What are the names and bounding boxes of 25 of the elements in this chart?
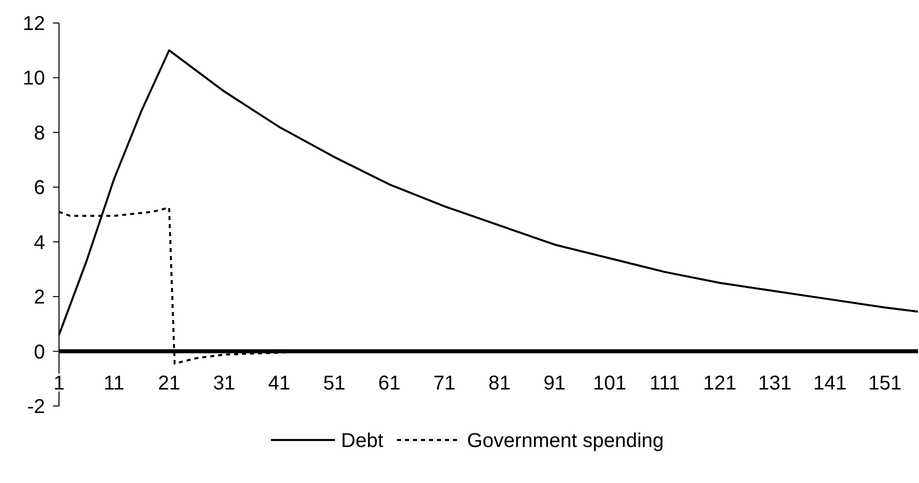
x-tick-label: 21 <box>158 372 180 394</box>
x-tick-label: 81 <box>488 372 511 394</box>
y-tick-label: 8 <box>34 122 45 144</box>
x-tick-label: 131 <box>758 372 792 394</box>
x-tick-label: 31 <box>213 372 236 394</box>
y-tick-label: 10 <box>22 68 45 90</box>
y-tick-label: -2 <box>27 396 45 418</box>
x-tick-label: 11 <box>104 372 124 394</box>
x-tick-label: 91 <box>543 372 566 394</box>
y-tick-label: 0 <box>34 341 45 364</box>
legend-label: Debt <box>341 430 384 452</box>
x-tick-label: 141 <box>813 372 847 394</box>
y-tick-label: 6 <box>34 177 45 200</box>
x-tick-label: 71 <box>433 372 456 394</box>
y-tick-label: 12 <box>22 13 45 35</box>
x-tick-label: 61 <box>378 372 401 394</box>
x-tick-label: 111 <box>650 372 680 394</box>
x-tick-label: 101 <box>592 372 626 394</box>
y-tick-label: 4 <box>34 232 45 254</box>
y-tick-label: 2 <box>34 286 45 309</box>
x-tick-label: 51 <box>323 372 346 394</box>
x-tick-label: 41 <box>268 372 290 394</box>
x-tick-label: 121 <box>703 372 736 394</box>
legend-label: Government spending <box>467 430 664 452</box>
x-tick-label: 151 <box>868 372 902 394</box>
